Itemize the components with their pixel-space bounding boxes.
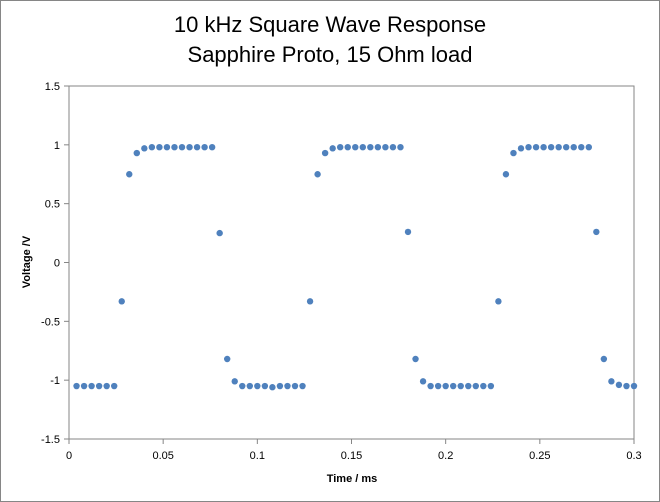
data-point <box>239 382 246 390</box>
data-point <box>141 145 148 152</box>
data-point <box>329 145 336 152</box>
data-point <box>231 378 238 385</box>
data-point <box>404 228 412 236</box>
data-point <box>487 382 495 390</box>
data-point <box>163 143 171 151</box>
y-tick-label: -1.5 <box>41 434 60 446</box>
data-point <box>291 382 299 390</box>
x-tick-label: 0.2 <box>438 450 453 462</box>
data-point <box>600 355 608 363</box>
data-point <box>111 382 118 390</box>
data-point <box>457 382 464 390</box>
plot-area-border <box>68 85 635 440</box>
data-point <box>525 143 532 151</box>
x-tick-label: 0.1 <box>250 450 265 462</box>
data-point <box>321 149 329 157</box>
data-point <box>276 382 284 390</box>
data-point <box>352 143 359 151</box>
data-point <box>608 378 615 385</box>
data-point <box>532 143 540 151</box>
data-point <box>186 143 193 151</box>
x-axis-label: Time / ms <box>327 473 378 485</box>
data-point <box>95 382 103 390</box>
data-point <box>193 143 201 151</box>
data-point <box>156 143 163 151</box>
data-point <box>374 143 382 151</box>
data-point <box>201 143 208 151</box>
data-point <box>344 143 351 151</box>
data-point <box>389 143 397 151</box>
data-point <box>103 382 110 390</box>
data-point <box>126 171 133 178</box>
data-point <box>382 143 389 151</box>
y-tick-label: 1 <box>54 140 60 152</box>
data-point <box>299 382 306 390</box>
data-point <box>615 381 623 389</box>
data-point <box>133 149 140 157</box>
data-point <box>261 382 269 390</box>
data-point <box>337 143 344 151</box>
data-point <box>442 382 449 390</box>
data-point <box>495 298 502 305</box>
data-point <box>80 382 88 390</box>
data-point <box>578 143 585 151</box>
y-tick-label: 0 <box>54 258 60 270</box>
x-tick-label: 0.05 <box>152 450 173 462</box>
data-point <box>246 382 253 390</box>
data-point <box>284 382 291 390</box>
data-point <box>224 355 231 363</box>
data-point <box>314 171 321 178</box>
y-tick-label: 0.5 <box>45 199 60 211</box>
x-tick-label: 0.3 <box>626 450 641 462</box>
data-point <box>412 355 419 363</box>
data-point <box>510 149 517 157</box>
data-point <box>254 382 261 390</box>
data-point <box>427 382 434 390</box>
y-tick-label: -1 <box>50 375 60 387</box>
data-point <box>570 143 577 151</box>
data-point <box>555 143 562 151</box>
data-point <box>593 228 600 236</box>
data-point <box>480 382 487 390</box>
data-point <box>630 382 638 390</box>
data-point <box>216 229 223 237</box>
data-point <box>502 171 510 178</box>
data-point <box>623 382 630 390</box>
data-point <box>397 143 404 151</box>
data-point <box>517 145 525 152</box>
data-point <box>434 382 442 390</box>
plot-area: 1.5 1 0.5 0 -0.5 -1 -1.5 0 0.05 0.1 0.15 0.2 0.25 0.3 <box>41 81 642 462</box>
data-point <box>472 382 479 390</box>
data-point <box>585 143 592 151</box>
data-point <box>73 382 80 390</box>
data-point <box>171 143 178 151</box>
data-point <box>540 143 547 151</box>
chart-title-line-2: Sapphire Proto, 15 Ohm load <box>188 42 473 67</box>
data-point <box>306 298 314 305</box>
data-point <box>88 382 95 390</box>
data-point <box>419 378 427 385</box>
data-point <box>465 382 472 390</box>
x-tick-label: 0 <box>66 450 72 462</box>
data-point <box>547 143 555 151</box>
data-point <box>118 298 125 305</box>
data-point <box>359 143 366 151</box>
data-point <box>563 143 570 151</box>
data-point <box>178 143 186 151</box>
x-tick-label: 0.25 <box>529 450 550 462</box>
y-tick-label: -0.5 <box>41 316 60 328</box>
y-tick-label: 1.5 <box>45 81 60 93</box>
chart-title-line-1: 10 kHz Square Wave Response <box>174 12 486 37</box>
data-point <box>367 143 374 151</box>
data-point <box>208 143 216 151</box>
y-axis-label: Voltage /V <box>21 235 33 288</box>
x-tick-label: 0.15 <box>341 450 362 462</box>
data-point <box>450 382 457 390</box>
data-point <box>269 384 276 391</box>
data-point <box>148 143 156 151</box>
